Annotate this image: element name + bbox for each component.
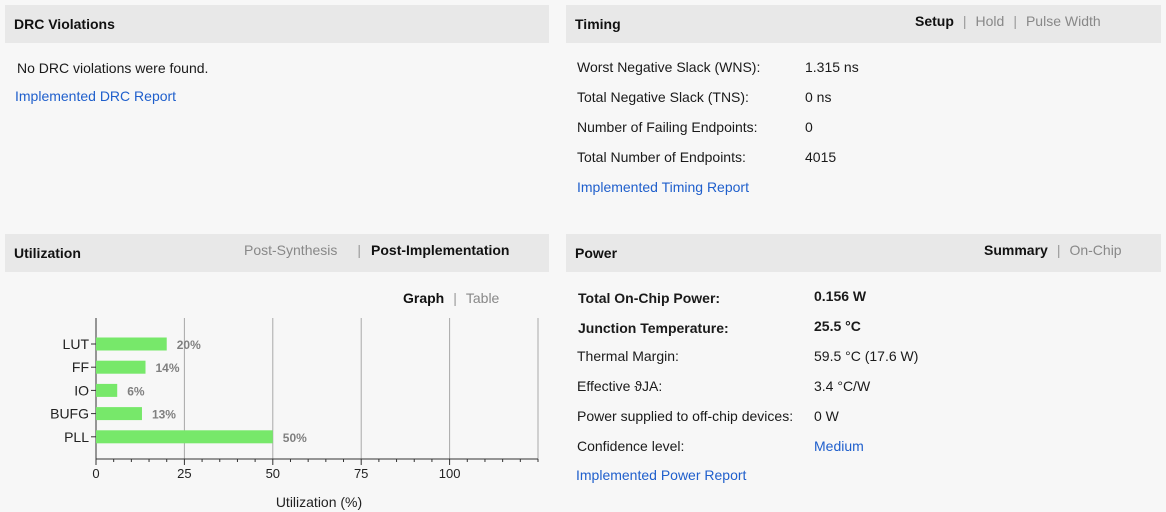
tab-separator: | <box>1013 13 1017 29</box>
y-tick-label: IO <box>74 382 89 398</box>
power-panel: Power Summary | On-Chip Total On-Chip Powe… <box>566 234 1161 504</box>
drc-panel: DRC Violations No DRC violations were fo… <box>5 5 549 215</box>
utilization-panel: Utilization Post-Synthesis | Post-Implemen… <box>5 234 549 512</box>
x-tick-label: 0 <box>92 466 99 481</box>
power-label-total: Total On-Chip Power: <box>578 290 721 306</box>
x-tick-label: 100 <box>439 466 461 481</box>
tab-separator: | <box>1056 242 1061 258</box>
timing-label-endpoints: Total Number of Endpoints: <box>577 149 746 165</box>
tab-setup[interactable]: Setup <box>915 13 954 29</box>
y-tick-label: FF <box>72 359 89 375</box>
tab-table[interactable]: Table <box>465 290 500 306</box>
power-label-offchip: Power supplied to off-chip devices: <box>577 408 794 424</box>
data-label: 14% <box>156 361 180 375</box>
tab-graph[interactable]: Graph <box>403 290 445 306</box>
drc-title: DRC Violations <box>14 16 115 32</box>
power-value-offchip: 0 W <box>814 408 839 424</box>
tab-summary[interactable]: Summary <box>984 242 1048 258</box>
bar-pll <box>96 430 273 444</box>
drc-header: DRC Violations <box>5 5 549 43</box>
y-tick-label: PLL <box>64 429 89 445</box>
drc-message: No DRC violations were found. <box>17 60 209 76</box>
tab-hold[interactable]: Hold <box>975 13 1005 29</box>
power-title: Power <box>575 245 618 261</box>
timing-value-endpoints: 4015 <box>805 149 837 165</box>
bar-lut <box>96 337 167 351</box>
tab-post-implementation[interactable]: Post-Implementation <box>371 242 510 258</box>
timing-label-wns: Worst Negative Slack (WNS): <box>577 59 761 75</box>
power-label-margin: Thermal Margin: <box>577 348 679 364</box>
power-tabs: Summary | On-Chip <box>984 242 1122 258</box>
power-report-link[interactable]: Implemented Power Report <box>576 467 747 483</box>
power-label-confidence: Confidence level: <box>577 438 685 454</box>
power-header: Power Summary | On-Chip <box>566 234 1161 272</box>
timing-value-failing: 0 <box>805 119 813 135</box>
power-label-theta: Effective ϑJA: <box>577 378 663 394</box>
power-value-confidence[interactable]: Medium <box>814 438 864 454</box>
timing-panel: Timing Setup | Hold | Pulse Width Worst Nega… <box>566 5 1161 215</box>
x-tick-label: 25 <box>177 466 191 481</box>
timing-tabs: Setup | Hold | Pulse Width <box>915 13 1101 29</box>
data-label: 6% <box>127 384 145 398</box>
utilization-title: Utilization <box>14 245 81 261</box>
timing-report-link[interactable]: Implemented Timing Report <box>577 179 749 195</box>
timing-title: Timing <box>575 16 621 32</box>
x-axis-label: Utilization (%) <box>276 494 362 510</box>
power-value-junction: 25.5 °C <box>814 318 861 334</box>
power-label-junction: Junction Temperature: <box>578 320 729 336</box>
tab-post-synthesis[interactable]: Post-Synthesis <box>244 242 338 258</box>
timing-label-tns: Total Negative Slack (TNS): <box>577 89 749 105</box>
data-label: 20% <box>177 338 201 352</box>
x-tick-label: 75 <box>354 466 368 481</box>
tab-on-chip[interactable]: On-Chip <box>1069 242 1122 258</box>
x-tick-label: 50 <box>266 466 280 481</box>
utilization-tabs: Post-Synthesis | Post-Implementation <box>244 242 509 258</box>
bar-io <box>96 383 118 397</box>
timing-value-wns: 1.315 ns <box>805 59 859 75</box>
tab-separator: | <box>453 290 457 306</box>
timing-value-tns: 0 ns <box>805 89 832 105</box>
utilization-view-tabs: Graph | Table <box>403 290 499 306</box>
power-value-theta: 3.4 °C/W <box>814 378 871 394</box>
tab-pulse-width[interactable]: Pulse Width <box>1025 13 1101 29</box>
tab-separator: | <box>962 13 967 29</box>
power-value-total: 0.156 W <box>814 288 867 304</box>
tab-separator: | <box>357 242 362 258</box>
timing-label-failing: Number of Failing Endpoints: <box>577 119 758 135</box>
y-tick-label: LUT <box>63 336 90 352</box>
drc-report-link[interactable]: Implemented DRC Report <box>15 88 177 104</box>
bar-ff <box>96 360 146 374</box>
bar-bufg <box>96 407 142 421</box>
utilization-header: Utilization Post-Synthesis | Post-Implemen… <box>5 234 549 272</box>
power-value-margin: 59.5 °C (17.6 W) <box>814 348 919 364</box>
timing-header: Timing Setup | Hold | Pulse Width <box>566 5 1161 43</box>
y-tick-label: BUFG <box>50 406 89 422</box>
utilization-chart: 0 25 50 75 100 Utilization (%) LUT 20% FF 14% IO 6%… <box>50 318 539 510</box>
data-label: 50% <box>283 431 307 445</box>
data-label: 13% <box>152 408 176 422</box>
